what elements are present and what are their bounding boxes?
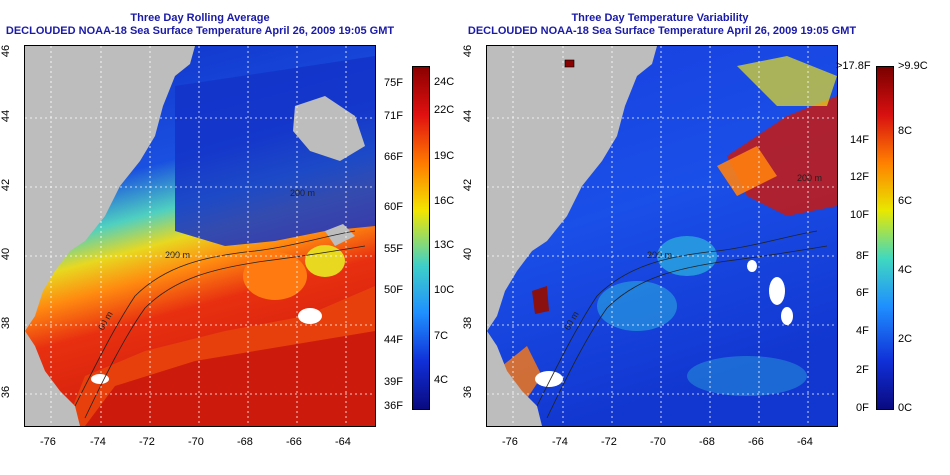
right-colorbar-f-label: 4F	[856, 325, 869, 337]
right-map-plot: 200 m 60 m 200 m	[486, 45, 838, 427]
right-map-title: Three Day Temperature Variability	[571, 12, 749, 24]
right-lat-tick: 44	[462, 109, 475, 123]
left-lon-tick: -68	[237, 436, 253, 448]
right-colorbar-c-label: >9.9C	[898, 60, 928, 72]
right-colorbar-f-label: 2F	[856, 364, 869, 376]
right-colorbar-c-label: 8C	[898, 125, 913, 137]
right-lon-tick: -68	[699, 436, 715, 448]
right-colorbar-f-label: 8F	[856, 250, 869, 262]
left-lon-tick: -74	[90, 436, 106, 448]
right-map-subtitle: DECLOUDED NOAA-18 Sea Surface Temperatur…	[467, 25, 857, 37]
right-lon-tick: -70	[650, 436, 666, 448]
right-contour-label-200m-b: 200 m	[797, 173, 822, 183]
right-variability-map: 200 m 60 m 200 m	[487, 46, 837, 426]
left-colorbar-f-label: 39F	[384, 376, 403, 388]
left-colorbar-f-label: 60F	[384, 201, 403, 213]
left-colorbar-f-label: 55F	[384, 243, 403, 255]
left-colorbar-c-label: 24C	[434, 76, 455, 88]
left-colorbar-c-label: 16C	[434, 195, 455, 207]
right-lon-tick: -76	[502, 436, 518, 448]
right-colorbar-f-label: 14F	[850, 134, 869, 146]
right-colorbar-c-label: 4C	[898, 264, 913, 276]
left-lon-tick: -64	[335, 436, 351, 448]
left-colorbar-c-label: 7C	[434, 330, 449, 342]
left-colorbar-c-label: 13C	[434, 239, 455, 251]
left-map-title: Three Day Rolling Average	[130, 12, 270, 24]
right-contour-label-200m: 200 m	[647, 250, 672, 260]
left-lon-tick: -66	[286, 436, 302, 448]
left-colorbar-f-label: 36F	[384, 400, 403, 412]
left-colorbar-f-label: 50F	[384, 284, 403, 296]
left-sst-map: 200 m 60 m 200 m	[25, 46, 375, 426]
right-colorbar-f-label: 12F	[850, 171, 869, 183]
right-lon-tick: -66	[748, 436, 764, 448]
left-colorbar-c-label: 22C	[434, 104, 455, 116]
left-lon-tick: -76	[40, 436, 56, 448]
left-lat-tick: 36	[0, 385, 13, 399]
left-lon-tick: -70	[188, 436, 204, 448]
left-lat-tick: 40	[0, 247, 13, 261]
right-colorbar-f-label: >17.8F	[836, 60, 871, 72]
left-colorbar	[412, 66, 430, 410]
right-colorbar	[876, 66, 894, 410]
left-colorbar-c-label: 4C	[434, 374, 449, 386]
left-colorbar-f-label: 75F	[384, 77, 403, 89]
right-colorbar-f-label: 10F	[850, 209, 869, 221]
left-lon-tick: -72	[139, 436, 155, 448]
left-colorbar-c-label: 10C	[434, 284, 455, 296]
left-lat-tick: 42	[0, 178, 13, 192]
left-contour-label-200m: 200 m	[165, 250, 190, 260]
left-map-subtitle: DECLOUDED NOAA-18 Sea Surface Temperatur…	[5, 25, 395, 37]
right-lat-tick: 40	[462, 247, 475, 261]
right-lat-tick: 36	[462, 385, 475, 399]
right-lon-tick: -64	[797, 436, 813, 448]
right-colorbar-f-label: 0F	[856, 402, 869, 414]
right-lon-tick: -72	[601, 436, 617, 448]
right-colorbar-c-label: 2C	[898, 333, 913, 345]
right-lon-tick: -74	[552, 436, 568, 448]
left-lat-tick: 44	[0, 109, 13, 123]
left-colorbar-f-label: 44F	[384, 334, 403, 346]
left-colorbar-f-label: 71F	[384, 110, 403, 122]
right-colorbar-c-label: 6C	[898, 195, 913, 207]
right-lat-tick: 42	[462, 178, 475, 192]
right-colorbar-c-label: 0C	[898, 402, 913, 414]
left-lat-tick: 38	[0, 316, 13, 330]
left-colorbar-c-label: 19C	[434, 150, 455, 162]
left-contour-label-200m-b: 200 m	[290, 188, 315, 198]
right-lat-tick: 46	[462, 44, 475, 58]
left-colorbar-f-label: 66F	[384, 151, 403, 163]
right-colorbar-f-label: 6F	[856, 287, 869, 299]
right-lat-tick: 38	[462, 316, 475, 330]
left-lat-tick: 46	[0, 44, 13, 58]
left-map-plot: 200 m 60 m 200 m	[24, 45, 376, 427]
